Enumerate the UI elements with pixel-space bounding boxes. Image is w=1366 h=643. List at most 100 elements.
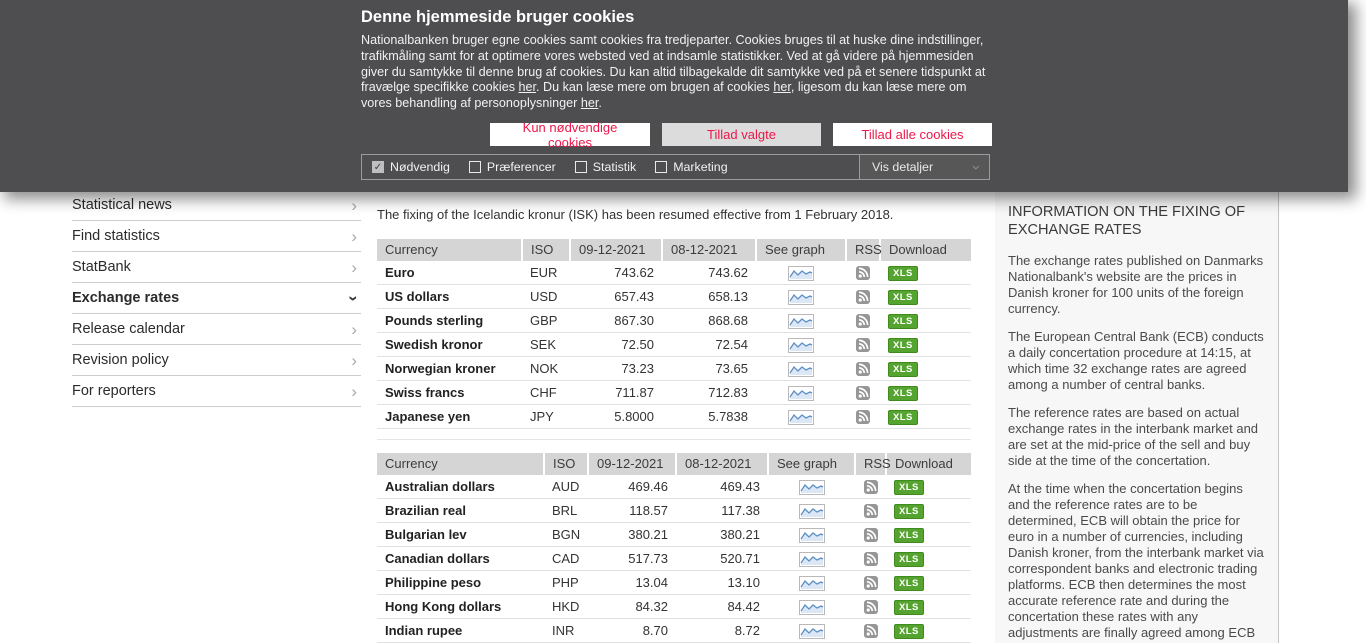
see-graph-icon[interactable] bbox=[798, 479, 825, 495]
show-details-button[interactable]: Vis detaljer › bbox=[859, 155, 989, 179]
rss-icon[interactable] bbox=[863, 624, 878, 639]
xls-download-button[interactable]: XLS bbox=[894, 576, 924, 591]
checkbox-icon[interactable] bbox=[468, 161, 481, 173]
cookie-link-3[interactable]: her bbox=[580, 96, 599, 111]
cookie-category-checkbox[interactable]: Marketing bbox=[655, 160, 728, 174]
table-row: US dollars USD 657.43 658.13 XLS bbox=[377, 284, 971, 309]
rss-icon[interactable] bbox=[856, 410, 870, 425]
chevron-right-icon: › bbox=[351, 257, 357, 277]
sidebar-item[interactable]: Statistical news › bbox=[72, 190, 361, 221]
cookie-link-1[interactable]: her bbox=[518, 80, 537, 95]
main-content: The fixing of the Icelandic kronur (ISK)… bbox=[377, 200, 971, 643]
see-graph-icon[interactable] bbox=[798, 527, 825, 543]
rate-current: 13.04 bbox=[588, 570, 676, 595]
cookie-consent-banner: Denne hjemmeside bruger cookies National… bbox=[0, 0, 1348, 192]
see-graph-icon[interactable] bbox=[798, 599, 825, 615]
iso-code: CAD bbox=[544, 546, 588, 571]
xls-download-button[interactable]: XLS bbox=[894, 480, 924, 495]
cookie-category-checkbox[interactable]: Præferencer bbox=[468, 160, 556, 174]
sidebar-item[interactable]: Find statistics › bbox=[72, 221, 361, 252]
see-graph-icon[interactable] bbox=[788, 361, 814, 377]
chevron-right-icon: › bbox=[351, 195, 357, 215]
iso-code: EUR bbox=[522, 261, 570, 285]
checkbox-icon[interactable] bbox=[372, 161, 384, 173]
rss-icon[interactable] bbox=[863, 504, 878, 519]
see-graph-icon[interactable] bbox=[798, 503, 825, 519]
allow-all-cookies-button[interactable]: Tillad alle cookies bbox=[833, 123, 992, 146]
rss-icon[interactable] bbox=[863, 480, 878, 495]
see-graph-icon[interactable] bbox=[798, 551, 825, 567]
xls-download-button[interactable]: XLS bbox=[894, 600, 924, 615]
rate-previous: 13.10 bbox=[676, 570, 768, 595]
col-header-rss: RSS bbox=[854, 453, 891, 475]
cookie-link-2[interactable]: her bbox=[773, 80, 791, 95]
sidebar-item[interactable]: For reporters › bbox=[72, 376, 361, 407]
rss-icon[interactable] bbox=[856, 386, 870, 401]
rate-current: 469.46 bbox=[588, 475, 676, 499]
see-graph-icon[interactable] bbox=[788, 265, 814, 281]
rate-previous: 72.54 bbox=[662, 332, 756, 357]
xls-download-button[interactable]: XLS bbox=[894, 504, 924, 519]
table-row: Australian dollars AUD 469.46 469.43 XLS bbox=[377, 475, 971, 499]
rss-icon[interactable] bbox=[856, 290, 870, 305]
cookie-text-4: . bbox=[598, 96, 602, 111]
see-graph-icon[interactable] bbox=[798, 623, 825, 639]
xls-download-button[interactable]: XLS bbox=[888, 266, 918, 281]
rss-icon[interactable] bbox=[856, 362, 870, 377]
xls-download-button[interactable]: XLS bbox=[888, 314, 918, 329]
sidebar-item-label: Find statistics bbox=[72, 228, 160, 244]
see-graph-icon[interactable] bbox=[788, 337, 814, 353]
xls-download-button[interactable]: XLS bbox=[888, 362, 918, 377]
rate-current: 517.73 bbox=[588, 546, 676, 571]
rss-icon[interactable] bbox=[863, 576, 878, 591]
checkbox-label: Marketing bbox=[673, 160, 728, 174]
xls-download-button[interactable]: XLS bbox=[894, 528, 924, 543]
table-row: Canadian dollars CAD 517.73 520.71 XLS bbox=[377, 546, 971, 571]
checkbox-icon[interactable] bbox=[574, 161, 587, 173]
rate-current: 867.30 bbox=[570, 308, 662, 333]
sidebar-item[interactable]: Exchange rates › bbox=[72, 283, 364, 314]
currency-name: US dollars bbox=[377, 284, 522, 309]
rss-icon[interactable] bbox=[863, 528, 878, 543]
see-graph-icon[interactable] bbox=[788, 313, 814, 329]
iso-code: BGN bbox=[544, 522, 588, 547]
rss-icon[interactable] bbox=[856, 266, 870, 281]
cookie-preferences-strip: Nødvendig Præferencer Statistik bbox=[361, 154, 990, 180]
iso-code: CHF bbox=[522, 380, 570, 405]
currency-name: Norwegian kroner bbox=[377, 356, 522, 381]
table-row: Euro EUR 743.62 743.62 XLS bbox=[377, 261, 971, 285]
xls-download-button[interactable]: XLS bbox=[888, 338, 918, 353]
iso-code: INR bbox=[544, 618, 588, 643]
checkbox-icon[interactable] bbox=[655, 161, 668, 173]
cookie-category-checkbox[interactable]: Statistik bbox=[574, 160, 636, 174]
currency-name: Philippine peso bbox=[377, 570, 544, 595]
sidebar-item[interactable]: StatBank › bbox=[72, 252, 361, 283]
see-graph-icon[interactable] bbox=[788, 409, 814, 425]
xls-download-button[interactable]: XLS bbox=[888, 410, 918, 425]
xls-download-button[interactable]: XLS bbox=[894, 552, 924, 567]
table-row: Pounds sterling GBP 867.30 868.68 XLS bbox=[377, 308, 971, 333]
only-necessary-cookies-button[interactable]: Kun nødvendige cookies bbox=[490, 120, 650, 150]
currency-name: Pounds sterling bbox=[377, 308, 522, 333]
see-graph-icon[interactable] bbox=[788, 289, 814, 305]
cookie-category-checkbox[interactable]: Nødvendig bbox=[372, 160, 450, 174]
xls-download-button[interactable]: XLS bbox=[894, 624, 924, 639]
allow-selected-button[interactable]: Tillad valgte bbox=[662, 123, 821, 146]
xls-download-button[interactable]: XLS bbox=[888, 386, 918, 401]
sidebar-item[interactable]: Revision policy › bbox=[72, 345, 361, 376]
see-graph-icon[interactable] bbox=[798, 575, 825, 591]
col-header-iso: ISO bbox=[521, 239, 570, 261]
rate-previous: 73.65 bbox=[662, 356, 756, 381]
intro-text: The fixing of the Icelandic kronur (ISK)… bbox=[377, 207, 894, 222]
sidebar-item[interactable]: Release calendar › bbox=[72, 314, 361, 345]
see-graph-icon[interactable] bbox=[788, 385, 814, 401]
rss-icon[interactable] bbox=[863, 600, 878, 615]
chevron-right-icon: › bbox=[351, 350, 357, 370]
currency-name: Australian dollars bbox=[377, 475, 544, 499]
xls-download-button[interactable]: XLS bbox=[888, 290, 918, 305]
rss-icon[interactable] bbox=[863, 552, 878, 567]
rss-icon[interactable] bbox=[856, 314, 870, 329]
iso-code: PHP bbox=[544, 570, 588, 595]
rss-icon[interactable] bbox=[856, 338, 870, 353]
